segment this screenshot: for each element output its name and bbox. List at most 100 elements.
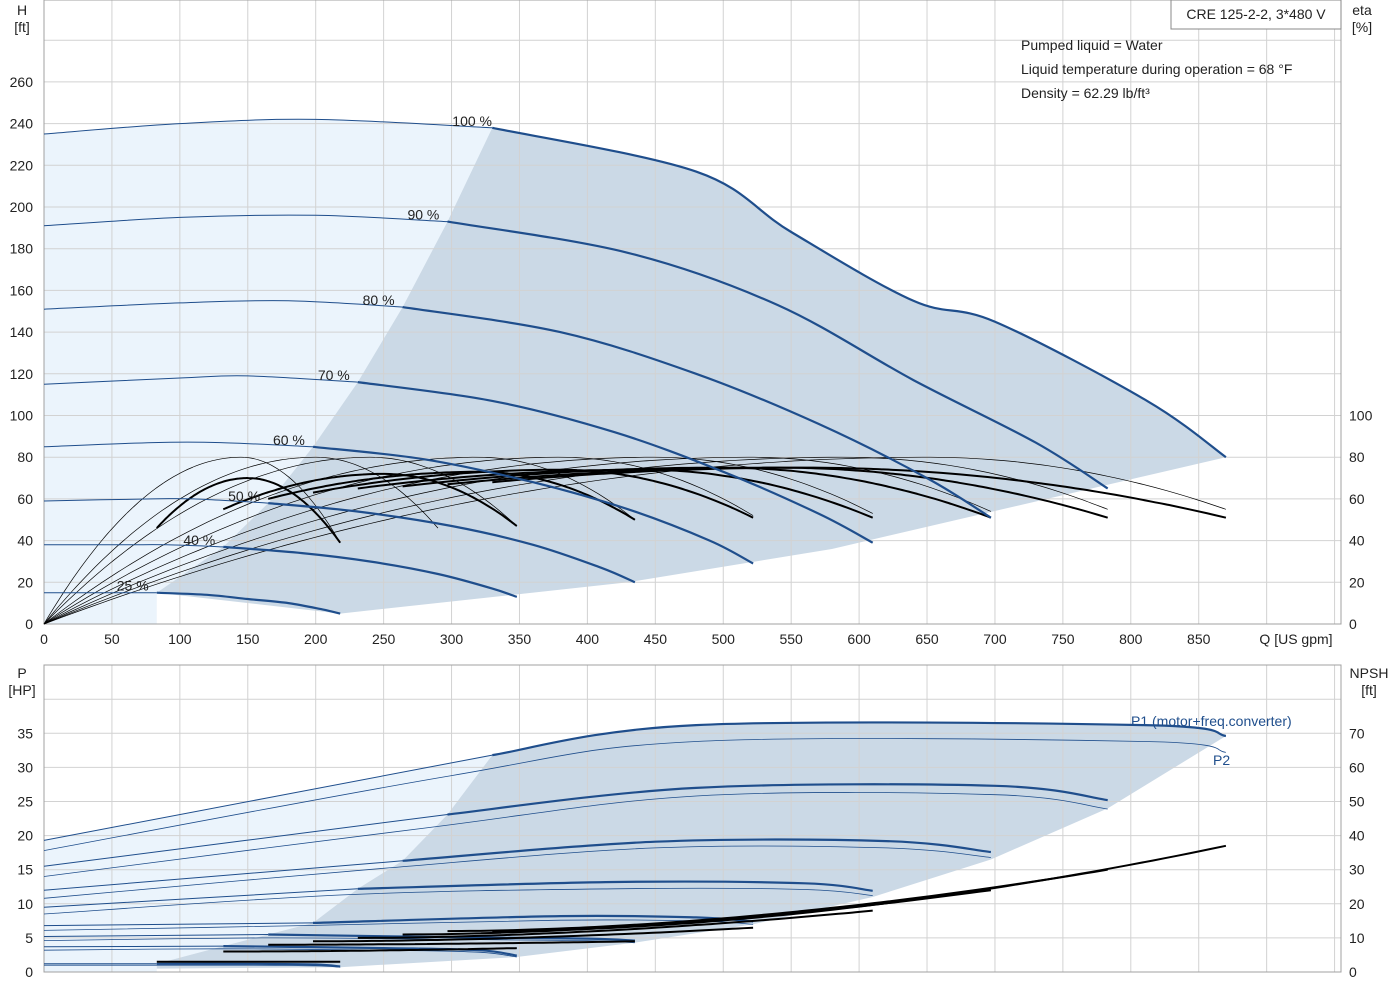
y-tick-label: 220	[10, 157, 34, 173]
speed-label-90pct: 90 %	[407, 207, 439, 223]
y-axis-label-h: H	[17, 2, 27, 18]
y-tick-label: 80	[17, 449, 33, 465]
head-curves: 100 % 90 % 80 % 70 % 60 % 50 % 40 % 25 %	[43, 113, 1227, 615]
p1-curve-bold	[156, 962, 341, 968]
eta-curve-thin	[43, 456, 1227, 625]
x-tick-label: 100	[168, 631, 192, 647]
head-curve-bold-90pct	[447, 220, 1109, 490]
light-operating-region	[44, 119, 493, 624]
y2-axis-unit-ft: [ft]	[1361, 682, 1377, 698]
p1-curve-thin	[43, 934, 269, 937]
p1-curve-thin	[43, 814, 448, 867]
y2-axis-label-eta: eta	[1352, 2, 1372, 18]
y-tick-label: 0	[25, 616, 33, 632]
dark-operating-region	[156, 127, 1226, 614]
speed-label-60pct: 60 %	[273, 432, 305, 448]
y2-tick-label: 0	[1349, 964, 1357, 980]
p1-curve-bold	[268, 933, 635, 942]
eta-curve-thin	[43, 456, 439, 625]
y2-axis-label-npsh: NPSH	[1350, 665, 1389, 681]
x-axis-label-q: Q [US gpm]	[1259, 631, 1332, 647]
density-note: Density = 62.29 lb/ft³	[1021, 85, 1150, 101]
y-tick-label: 30	[17, 759, 33, 775]
y-tick-label: 240	[10, 116, 34, 132]
y-tick-label: 15	[17, 862, 33, 878]
x-tick-label: 500	[712, 631, 736, 647]
power-npsh-panel: 0 5 10 15 20 25 30 35 0 10 20 30 40 50 60 70	[17, 664, 1365, 980]
x-tick-label: 250	[372, 631, 396, 647]
qh-grid	[44, 0, 1341, 624]
liquid-temperature-note: Liquid temperature during operation = 68…	[1021, 61, 1292, 77]
y-axis-unit-hp: [HP]	[8, 682, 35, 698]
y-axis-label-p: P	[17, 665, 26, 681]
y-axis-unit-ft: [ft]	[14, 19, 30, 35]
y-tick-label: 100	[10, 408, 34, 424]
x-tick-label: 150	[236, 631, 260, 647]
x-tick-label: 800	[1119, 631, 1143, 647]
y2-tick-label: 40	[1349, 828, 1365, 844]
head-curve-bold-80pct	[402, 306, 992, 519]
npsh-curve	[268, 940, 635, 946]
y-tick-label: 35	[17, 725, 33, 741]
head-curve-thin-100pct	[43, 118, 493, 135]
x-tick-label: 0	[40, 631, 48, 647]
eta-curve-thin	[43, 456, 636, 625]
x-tick-label: 50	[104, 631, 120, 647]
x-tick-label: 300	[440, 631, 464, 647]
y-tick-label: 120	[10, 366, 34, 382]
p2-series-label: P2	[1213, 752, 1230, 768]
head-curve-bold-60pct	[312, 445, 754, 565]
eta-curve-thin	[43, 456, 518, 625]
p1-curves	[43, 721, 1227, 968]
p1-curve-bold	[357, 880, 873, 892]
power-plot-frame	[43, 664, 1342, 973]
y-tick-label: 40	[17, 533, 33, 549]
eta-curve-bold	[492, 466, 1227, 519]
speed-label-70pct: 70 %	[318, 367, 350, 383]
npsh-curve	[447, 868, 1108, 933]
y-tick-label: 25	[17, 794, 33, 810]
head-curve-bold-25pct	[156, 591, 341, 615]
x-tick-label: 650	[915, 631, 939, 647]
p1-curve-bold	[223, 945, 517, 957]
y2-tick-label: 60	[1349, 491, 1365, 507]
y2-tick-label: 100	[1349, 408, 1373, 424]
x-tick-label: 400	[576, 631, 600, 647]
npsh-curves	[156, 844, 1227, 963]
light-operating-region	[44, 755, 493, 972]
y-tick-label: 180	[10, 241, 34, 257]
head-curve-thin-40pct	[43, 544, 224, 548]
p1-curve-bold	[492, 721, 1227, 757]
x-tick-label: 200	[304, 631, 328, 647]
y2-tick-label: 20	[1349, 574, 1365, 590]
head-curve-thin-70pct	[43, 375, 358, 385]
y-tick-label: 10	[17, 896, 33, 912]
eta-curve-bold	[267, 470, 636, 521]
p1-curve-thin	[43, 754, 493, 841]
speed-label-80pct: 80 %	[363, 292, 395, 308]
y2-tick-label: 30	[1349, 862, 1365, 878]
head-curve-thin-60pct	[43, 441, 314, 448]
npsh-curve	[357, 909, 873, 939]
npsh-curve	[312, 926, 754, 943]
pumped-liquid-note: Pumped liquid = Water	[1021, 37, 1163, 53]
eta-curve-bold	[222, 472, 518, 527]
y-tick-label: 5	[25, 930, 33, 946]
head-curve-bold-50pct	[268, 502, 636, 584]
p2-curve	[44, 964, 341, 968]
power-ticks: 0 5 10 15 20 25 30 35 0 10 20 30 40 50 60 70	[17, 725, 1364, 980]
p2-curve	[43, 937, 635, 944]
head-curve-thin-50pct	[43, 498, 269, 504]
p1-curve-thin	[43, 888, 358, 908]
p2-curve	[43, 845, 991, 899]
y2-tick-label: 80	[1349, 449, 1365, 465]
y-tick-label: 200	[10, 199, 34, 215]
x-tick-label: 350	[508, 631, 532, 647]
y-tick-label: 260	[10, 74, 34, 90]
speed-label-40pct: 40 %	[183, 532, 215, 548]
p2-curve	[43, 887, 873, 915]
npsh-curve	[223, 947, 517, 953]
qh-plot-frame	[43, 0, 1342, 625]
p1-curve-bold	[447, 783, 1108, 816]
